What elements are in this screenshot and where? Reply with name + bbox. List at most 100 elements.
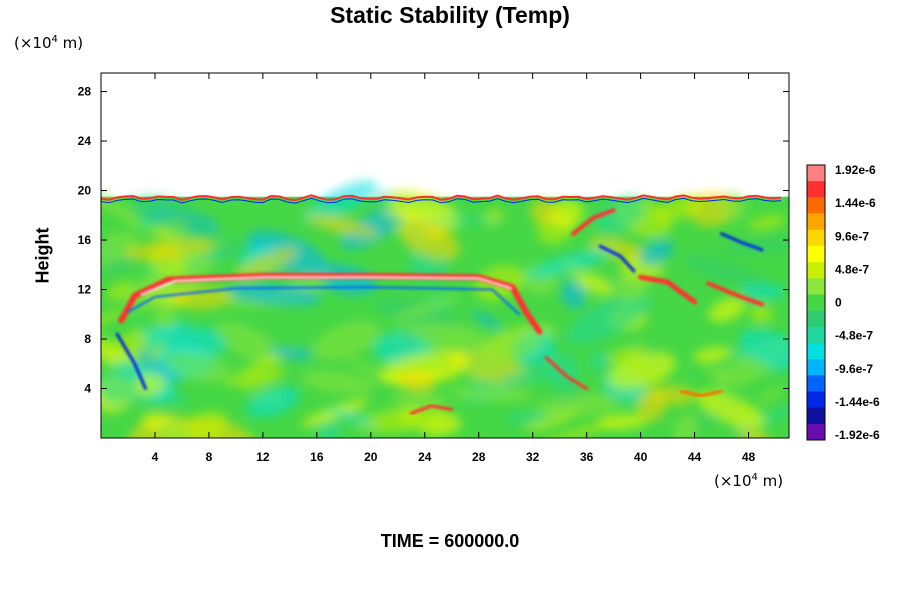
colorbar-segment bbox=[807, 197, 825, 215]
field-blob bbox=[158, 411, 228, 438]
field-blob bbox=[302, 180, 377, 224]
field-blob bbox=[606, 344, 647, 363]
eddy-3 bbox=[706, 281, 764, 307]
colorbar-label: 1.92e-6 bbox=[835, 163, 876, 177]
field-blob bbox=[340, 204, 408, 250]
field-blob bbox=[234, 247, 298, 281]
colorbar-label: -4.8e-7 bbox=[835, 329, 873, 343]
field-blob bbox=[594, 196, 646, 234]
field-blob bbox=[748, 214, 786, 230]
cold-tail-1 bbox=[544, 356, 589, 390]
colorbar-label: 0 bbox=[835, 296, 842, 310]
field-blob bbox=[239, 367, 286, 390]
field-blob bbox=[224, 345, 295, 388]
colorbar-label: 4.8e-7 bbox=[835, 262, 869, 276]
y-tick-label: 20 bbox=[78, 184, 92, 198]
field-blob bbox=[304, 213, 380, 238]
field-blob bbox=[153, 306, 176, 331]
field-blob bbox=[163, 350, 231, 383]
field-blob bbox=[534, 394, 620, 418]
stability-field bbox=[101, 180, 789, 438]
upper-stable-band bbox=[118, 272, 543, 335]
colorbar-label: 1.44e-6 bbox=[835, 196, 876, 210]
field-blob bbox=[129, 196, 213, 236]
right-vortex bbox=[679, 389, 723, 398]
field-blob bbox=[227, 284, 323, 306]
colorbar-segment bbox=[807, 391, 825, 409]
field-blob bbox=[300, 370, 376, 395]
y-tick-label: 12 bbox=[78, 283, 92, 297]
field-blob bbox=[696, 390, 766, 429]
plot-frame bbox=[100, 72, 790, 439]
field-blob bbox=[175, 247, 219, 267]
eddy-4 bbox=[720, 232, 764, 252]
x-axis-unit: (×104 m) bbox=[714, 472, 784, 490]
eddy-1 bbox=[571, 208, 616, 236]
field-blob bbox=[708, 297, 746, 323]
x-tick-label: 36 bbox=[580, 450, 594, 464]
colorbar-label: -1.92e-6 bbox=[835, 428, 880, 442]
field-blob bbox=[156, 419, 190, 438]
field-blob bbox=[357, 406, 451, 433]
field-blob bbox=[412, 321, 492, 355]
x-tick-label: 8 bbox=[206, 450, 213, 464]
x-tick-label: 20 bbox=[364, 450, 378, 464]
field-blob bbox=[673, 413, 698, 438]
field-blob bbox=[683, 255, 766, 288]
field-blob bbox=[575, 272, 614, 296]
field-blob bbox=[101, 231, 138, 266]
colorbar-segment bbox=[807, 294, 825, 312]
y-tick-label: 8 bbox=[84, 332, 91, 346]
field-blob bbox=[720, 236, 789, 255]
colorbar-segment bbox=[807, 181, 825, 198]
field-blob bbox=[398, 372, 436, 393]
colorbar-segment bbox=[807, 229, 825, 247]
field-blob bbox=[525, 248, 612, 280]
field-blob bbox=[549, 199, 584, 229]
colorbar-label: 9.6e-7 bbox=[835, 229, 869, 243]
field-blob bbox=[588, 349, 611, 372]
colorbar-segment bbox=[807, 310, 825, 328]
tropopause-edge-lower bbox=[101, 197, 781, 204]
colorbar-segment bbox=[807, 359, 825, 376]
colorbar-segment bbox=[807, 326, 825, 344]
field-blob bbox=[382, 208, 453, 220]
colorbar-segment bbox=[807, 278, 825, 295]
x-tick-label: 28 bbox=[472, 450, 486, 464]
field-blob bbox=[313, 320, 380, 361]
colorbar-segment bbox=[807, 165, 825, 182]
field-blob bbox=[105, 281, 135, 301]
field-blob bbox=[636, 389, 667, 422]
y-axis-unit: (×104 m) bbox=[14, 34, 84, 52]
field-blob bbox=[502, 369, 557, 384]
colorbar-label: -1.44e-6 bbox=[835, 395, 880, 409]
field-blob bbox=[561, 279, 586, 310]
field-blob bbox=[459, 337, 541, 375]
y-tick-label: 4 bbox=[84, 382, 91, 396]
eddy-2 bbox=[638, 274, 698, 305]
field-blob bbox=[245, 386, 300, 418]
colorbar-segment bbox=[807, 423, 825, 441]
field-blob bbox=[471, 311, 502, 330]
field-blob bbox=[327, 408, 377, 427]
y-tick-label: 28 bbox=[78, 85, 92, 99]
field-blob bbox=[101, 368, 140, 405]
x-tick-label: 24 bbox=[418, 450, 432, 464]
field-blob bbox=[171, 286, 233, 310]
field-blob bbox=[749, 304, 773, 324]
field-blob bbox=[268, 346, 314, 360]
time-label: TIME = 600000.0 bbox=[380, 531, 520, 551]
field-blob bbox=[399, 220, 460, 261]
x-tick-label: 40 bbox=[634, 450, 648, 464]
bottom-streak bbox=[409, 404, 454, 415]
field-blob bbox=[530, 198, 558, 225]
lower-stable-band bbox=[127, 286, 521, 316]
colorbar: 1.92e-6 1.44e-6 9.6e-7 4.8e-7 0 -4.8e-7 -9.6e-… bbox=[806, 163, 880, 442]
x-tick-label: 16 bbox=[310, 450, 324, 464]
field-blob bbox=[391, 391, 448, 409]
upper-band-core bbox=[140, 276, 513, 296]
y-tick-label: 24 bbox=[78, 134, 92, 148]
x-tick-label: 4 bbox=[152, 450, 159, 464]
field-blob bbox=[565, 294, 650, 345]
